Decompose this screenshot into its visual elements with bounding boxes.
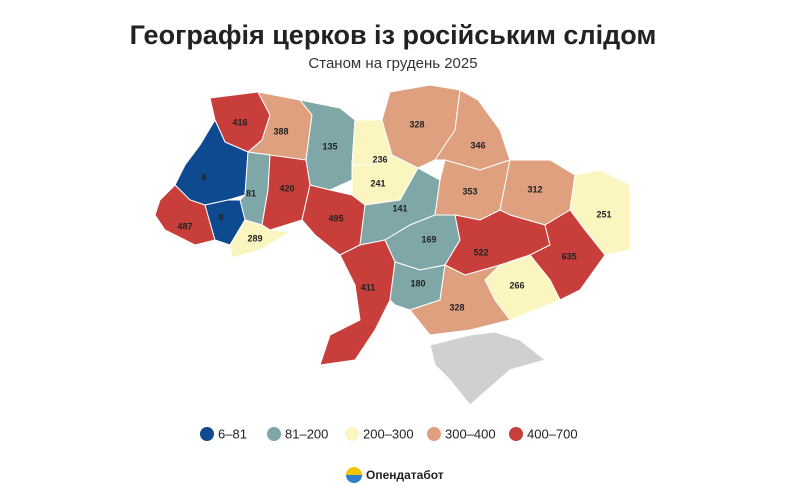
region-value: 81 bbox=[246, 188, 256, 198]
logo: Опендатабот bbox=[366, 468, 444, 482]
region-value: 495 bbox=[328, 213, 343, 223]
region bbox=[319, 239, 396, 366]
legend-label: 300–400 bbox=[445, 426, 496, 441]
legend-swatch bbox=[345, 427, 359, 441]
legend-swatch bbox=[427, 427, 441, 441]
legend-label: 81–200 bbox=[285, 426, 328, 441]
region-value: 251 bbox=[596, 209, 611, 219]
region-value: 411 bbox=[361, 282, 376, 292]
region-value: 522 bbox=[473, 247, 488, 257]
region-value: 289 bbox=[247, 233, 262, 243]
region bbox=[261, 154, 311, 231]
region-value: 241 bbox=[370, 178, 385, 188]
region-value: 416 bbox=[232, 117, 247, 127]
region-value: 487 bbox=[177, 221, 192, 231]
region-value: 135 bbox=[322, 141, 337, 151]
legend-swatch bbox=[200, 427, 214, 441]
region-value: 346 bbox=[470, 140, 485, 150]
subtitle: Станом на грудень 2025 bbox=[308, 55, 477, 72]
region-value: 266 bbox=[509, 280, 524, 290]
region-value: 312 bbox=[527, 184, 542, 194]
region bbox=[298, 99, 356, 191]
title: Географія церков із російським слідом bbox=[130, 20, 657, 50]
region-value: 6 bbox=[201, 172, 206, 182]
crimea bbox=[429, 331, 547, 406]
region-value: 141 bbox=[392, 203, 407, 213]
legend-label: 400–700 bbox=[527, 426, 578, 441]
legend-swatch bbox=[267, 427, 281, 441]
region-value: 353 bbox=[462, 186, 477, 196]
legend-label: 6–81 bbox=[218, 426, 247, 441]
region bbox=[409, 263, 511, 336]
region-value: 388 bbox=[273, 126, 288, 136]
region-value: 169 bbox=[421, 234, 436, 244]
logo-icon-half bbox=[346, 475, 362, 483]
legend-swatch bbox=[509, 427, 523, 441]
region bbox=[229, 219, 292, 259]
region-value: 420 bbox=[279, 183, 294, 193]
region-value: 236 bbox=[372, 154, 387, 164]
legend-label: 200–300 bbox=[363, 426, 414, 441]
region-value: 328 bbox=[409, 119, 424, 129]
region-value: 8 bbox=[218, 212, 223, 222]
region-value: 328 bbox=[449, 302, 464, 312]
region bbox=[529, 209, 606, 301]
region-value: 180 bbox=[410, 278, 425, 288]
region-value: 635 bbox=[561, 251, 576, 261]
